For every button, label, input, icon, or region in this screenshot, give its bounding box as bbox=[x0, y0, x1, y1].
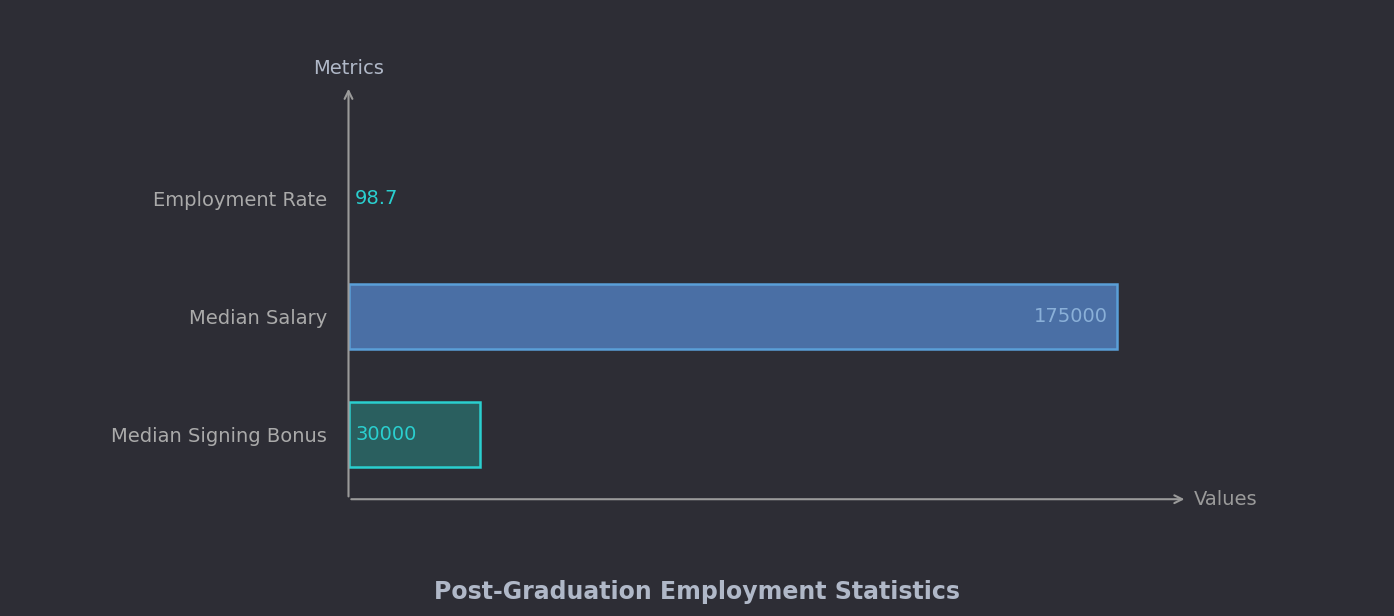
Text: 30000: 30000 bbox=[355, 425, 417, 444]
Text: 98.7: 98.7 bbox=[355, 188, 399, 208]
Text: Metrics: Metrics bbox=[314, 59, 383, 78]
Text: 175000: 175000 bbox=[1034, 307, 1108, 326]
Text: Post-Graduation Employment Statistics: Post-Graduation Employment Statistics bbox=[434, 580, 960, 604]
Bar bbox=[348, 402, 480, 467]
Text: Values: Values bbox=[1193, 490, 1257, 509]
Bar bbox=[348, 284, 1117, 349]
